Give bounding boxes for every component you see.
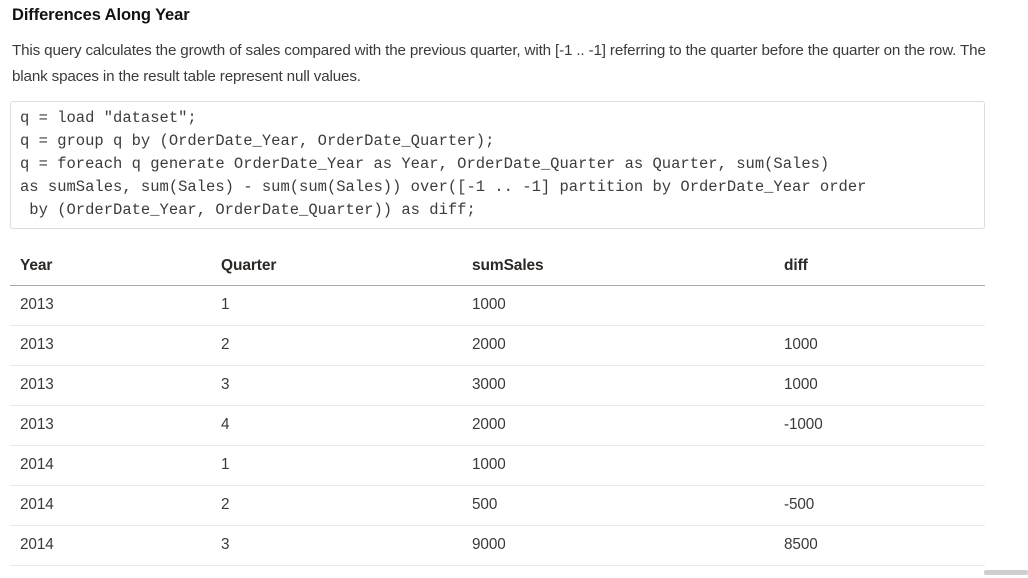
table-cell: 2014 (10, 445, 211, 486)
table-row: 2013 4 2000 -1000 (10, 405, 985, 446)
description-paragraph: This query calculates the growth of sale… (12, 42, 986, 85)
table-cell: 1000 (462, 285, 774, 326)
table-cell: 1000 (774, 325, 985, 366)
table-row: 2013 1 1000 (10, 285, 985, 326)
table-cell: 1000 (774, 365, 985, 406)
horizontal-scrollbar-thumb[interactable] (984, 570, 1028, 575)
table-header-row: Year Quarter sumSales diff (10, 250, 985, 286)
column-header-year: Year (10, 250, 211, 286)
table-cell: 2013 (10, 285, 211, 326)
table-row: 2013 3 3000 1000 (10, 365, 985, 406)
results-table: Year Quarter sumSales diff 2013 1 1000 2013 2 2… (10, 250, 985, 566)
code-block: q = load "dataset"; q = group q by (Orde… (20, 109, 867, 219)
table-cell: 2013 (10, 325, 211, 366)
table-cell: 9000 (462, 525, 774, 566)
table-cell: 3 (211, 525, 462, 566)
table-cell: 1 (211, 445, 462, 486)
column-header-sumsales: sumSales (462, 250, 774, 286)
table-cell (774, 445, 985, 486)
code-sample-box: q = load "dataset"; q = group q by (Orde… (10, 101, 985, 229)
column-header-quarter: Quarter (211, 250, 462, 286)
table-row: 2014 1 1000 (10, 445, 985, 486)
table-cell: 3 (211, 365, 462, 406)
table-row: 2014 3 9000 8500 (10, 525, 985, 566)
results-table-header: Year Quarter sumSales diff (10, 250, 985, 286)
table-cell: 3000 (462, 365, 774, 406)
table-cell: 4 (211, 405, 462, 446)
table-cell: 2013 (10, 365, 211, 406)
table-row: 2013 2 2000 1000 (10, 325, 985, 366)
page-title: Differences Along Year (12, 6, 190, 24)
table-cell: -500 (774, 485, 985, 526)
table-cell (774, 285, 985, 326)
table-cell: 500 (462, 485, 774, 526)
documentation-page: Differences Along Year This query calcul… (0, 6, 1028, 578)
table-cell: 2014 (10, 525, 211, 566)
table-cell: 2013 (10, 405, 211, 446)
table-row: 2014 2 500 -500 (10, 485, 985, 526)
table-cell: 2 (211, 325, 462, 366)
results-table-body: 2013 1 1000 2013 2 2000 1000 2013 3 3000 1000 2013… (10, 285, 985, 566)
table-cell: 2000 (462, 405, 774, 446)
column-header-diff: diff (774, 250, 985, 286)
table-cell: 1000 (462, 445, 774, 486)
table-cell: 8500 (774, 525, 985, 566)
table-cell: -1000 (774, 405, 985, 446)
table-cell: 2014 (10, 485, 211, 526)
table-cell: 2 (211, 485, 462, 526)
table-cell: 1 (211, 285, 462, 326)
table-cell: 2000 (462, 325, 774, 366)
